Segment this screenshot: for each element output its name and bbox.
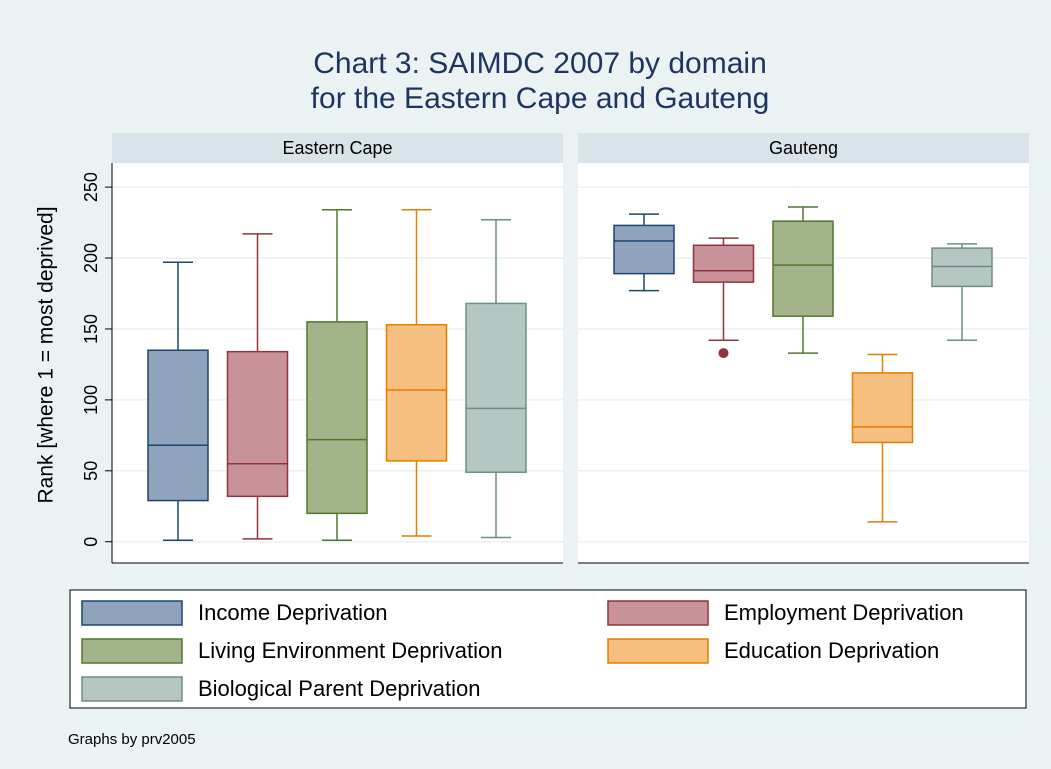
legend-swatch (81, 600, 183, 626)
box (465, 302, 527, 473)
outlier (718, 348, 729, 359)
legend-label: Employment Deprivation (724, 600, 964, 625)
note: Graphs by prv2005 (68, 731, 196, 748)
box (851, 372, 914, 444)
legend-label: Income Deprivation (198, 600, 388, 625)
legend-swatch (607, 600, 709, 626)
box (772, 220, 834, 317)
box (692, 244, 755, 283)
y-tick-label: 250 (81, 172, 101, 202)
y-tick-label: 100 (81, 385, 101, 415)
legend-swatch (81, 638, 183, 664)
chart-title: for the Eastern Cape and Gauteng (311, 82, 770, 115)
y-tick-label: 150 (81, 314, 101, 344)
legend-label: Living Environment Deprivation (198, 638, 503, 663)
legend-swatch (81, 676, 183, 702)
panel-title: Eastern Cape (282, 138, 392, 158)
box (226, 350, 289, 498)
legend-swatch (607, 638, 709, 664)
y-tick-label: 50 (81, 461, 101, 481)
chart-title: Chart 3: SAIMDC 2007 by domain (313, 47, 767, 80)
y-tick-label: 200 (81, 243, 101, 273)
legend-label: Biological Parent Deprivation (198, 676, 481, 701)
y-axis-title: Rank [where 1 = most deprived] (35, 206, 58, 503)
panel-strip (578, 133, 1029, 163)
box (147, 349, 209, 502)
box (306, 321, 368, 515)
legend (69, 589, 1027, 709)
legend-label: Education Deprivation (724, 638, 939, 663)
panel-title: Gauteng (769, 138, 838, 158)
box (613, 224, 675, 275)
panel-strip (112, 133, 563, 163)
box (385, 323, 448, 462)
y-tick-label: 0 (81, 537, 101, 547)
